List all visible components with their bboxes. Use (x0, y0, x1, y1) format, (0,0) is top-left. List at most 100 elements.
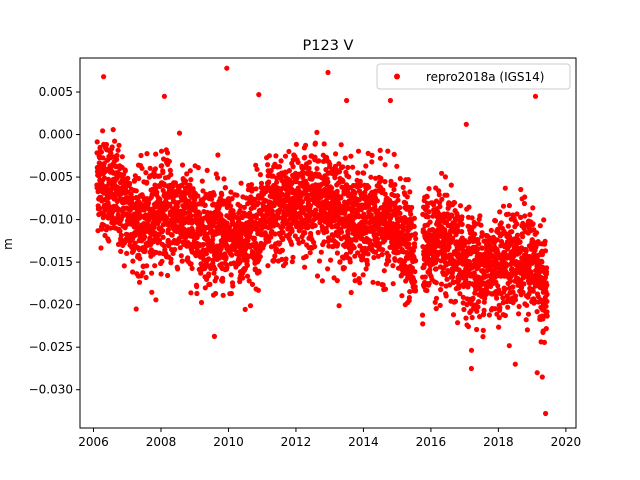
data-point (293, 141, 299, 147)
data-point (159, 258, 165, 264)
x-tick-label: 2014 (348, 435, 379, 449)
data-point (199, 178, 205, 184)
data-point (382, 162, 388, 168)
data-point (375, 280, 381, 286)
data-point (543, 326, 549, 332)
data-point (424, 287, 430, 294)
data-point (239, 214, 245, 221)
data-point (255, 200, 261, 206)
data-point (134, 220, 140, 226)
data-point (426, 209, 432, 215)
data-point (295, 236, 301, 242)
data-point (228, 272, 234, 278)
data-point (544, 309, 550, 315)
y-tick-label: −0.015 (29, 255, 73, 269)
data-point (342, 155, 348, 161)
data-point (336, 303, 342, 309)
data-point (136, 175, 142, 182)
data-point (198, 299, 205, 306)
data-point (306, 165, 312, 171)
data-point (188, 213, 194, 219)
data-point (450, 312, 457, 318)
data-point (142, 234, 148, 240)
data-point (253, 162, 259, 168)
data-point (523, 317, 529, 323)
data-point (115, 212, 121, 218)
data-point (336, 161, 342, 167)
data-point (228, 189, 234, 195)
data-point (130, 258, 136, 264)
data-point (364, 257, 370, 263)
data-point (420, 321, 426, 327)
legend-label: repro2018a (IGS14) (426, 70, 544, 84)
data-point (218, 212, 224, 218)
data-point (209, 196, 215, 202)
data-point (253, 186, 259, 192)
data-point (444, 192, 450, 198)
data-point (249, 186, 255, 192)
data-point (246, 278, 252, 284)
data-point (257, 172, 263, 178)
data-point (165, 272, 171, 279)
data-point (338, 142, 344, 148)
data-point (518, 285, 525, 291)
data-point (352, 278, 358, 284)
data-point (213, 275, 219, 281)
data-point (165, 227, 171, 233)
data-point (395, 197, 401, 203)
data-point (388, 182, 394, 188)
data-point (492, 306, 498, 312)
data-point (138, 202, 144, 208)
data-point (237, 203, 243, 209)
data-point (372, 204, 378, 210)
data-point (478, 222, 484, 228)
data-point (257, 254, 263, 260)
data-point (138, 152, 144, 159)
data-point (431, 202, 437, 208)
data-point (118, 232, 124, 238)
data-point (97, 144, 103, 150)
data-point (360, 252, 366, 258)
data-point (486, 312, 492, 318)
data-point (334, 250, 340, 256)
data-point (512, 361, 518, 367)
data-point (152, 263, 158, 269)
data-point (168, 172, 174, 178)
data-point (374, 236, 381, 242)
data-point (394, 163, 400, 169)
data-point (433, 280, 439, 286)
data-point (143, 274, 149, 281)
data-point (178, 253, 184, 259)
data-point (438, 281, 445, 287)
data-point (296, 240, 302, 246)
data-point (446, 244, 452, 250)
data-point (210, 257, 216, 263)
data-point (203, 264, 209, 270)
data-point (544, 298, 550, 304)
data-point (108, 190, 114, 196)
data-point (522, 194, 528, 200)
data-point (356, 276, 362, 282)
data-point (194, 283, 200, 290)
data-points (94, 65, 550, 417)
data-point (358, 182, 364, 189)
data-point (534, 309, 540, 315)
data-point (369, 152, 375, 158)
data-point (158, 271, 164, 277)
data-point (395, 193, 401, 199)
data-point (411, 223, 417, 229)
data-point (149, 270, 155, 276)
data-point (276, 164, 283, 170)
data-point (494, 237, 500, 243)
data-point (406, 241, 412, 247)
data-point (541, 217, 547, 223)
data-point (94, 139, 100, 145)
data-point (346, 174, 352, 180)
data-point (209, 241, 215, 247)
data-point (321, 239, 327, 245)
y-tick-label: −0.020 (29, 298, 73, 312)
data-point (534, 230, 540, 236)
data-point (332, 200, 338, 206)
data-point (363, 266, 369, 272)
data-point (497, 305, 503, 311)
